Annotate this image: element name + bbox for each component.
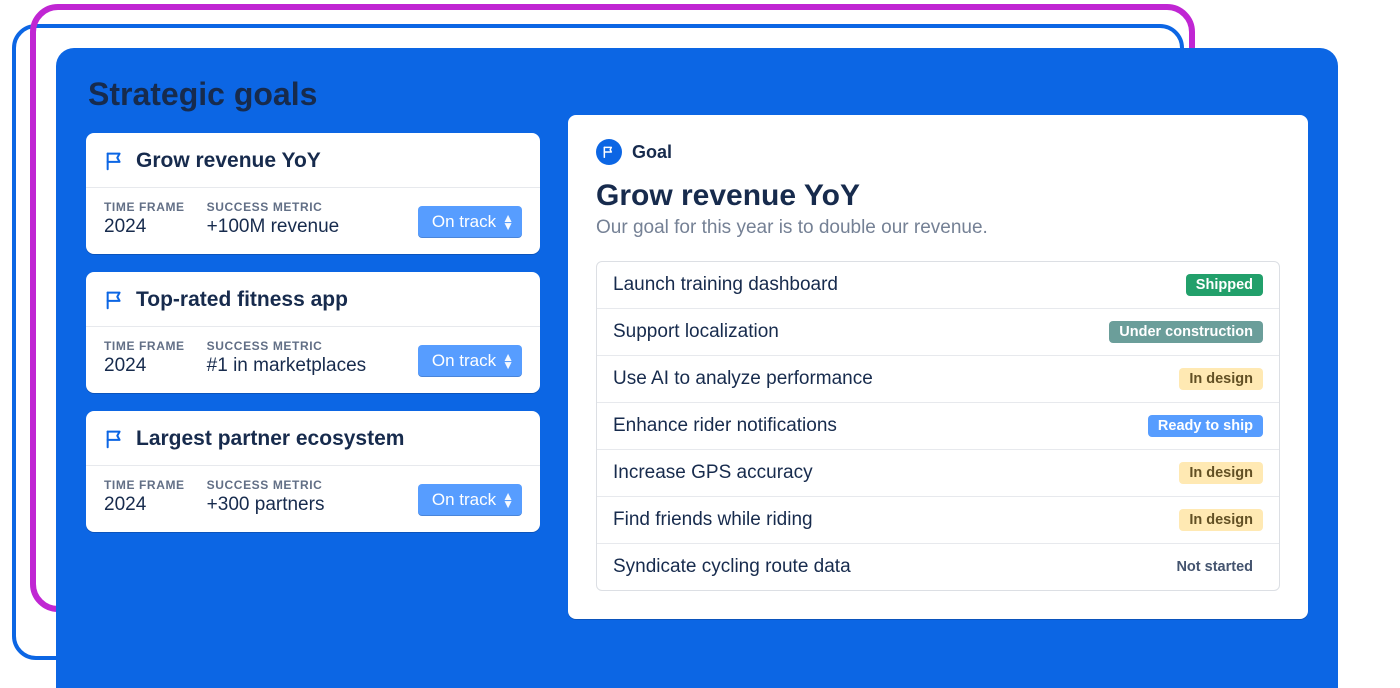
status-select[interactable]: On track ▲▼	[418, 484, 522, 516]
goal-card-body: TIME FRAME 2024 SUCCESS METRIC #1 in market…	[86, 327, 540, 393]
status-label: On track	[432, 351, 496, 371]
initiative-row[interactable]: Syndicate cycling route data Not started	[597, 544, 1279, 590]
time-frame-block: TIME FRAME 2024	[104, 478, 185, 516]
flag-icon	[104, 289, 126, 311]
success-metric-value: +100M revenue	[207, 216, 340, 238]
goal-detail-header: Goal	[596, 139, 1280, 165]
time-frame-block: TIME FRAME 2024	[104, 200, 185, 238]
goal-detail-subtitle: Our goal for this year is to double our …	[596, 217, 1280, 239]
success-metric-block: SUCCESS METRIC +100M revenue	[207, 200, 340, 238]
time-frame-value: 2024	[104, 355, 185, 377]
initiative-name: Syndicate cycling route data	[613, 556, 851, 578]
initiative-row[interactable]: Enhance rider notifications Ready to ship	[597, 403, 1279, 450]
initiative-row[interactable]: Launch training dashboard Shipped	[597, 262, 1279, 309]
flag-icon	[104, 150, 126, 172]
initiative-name: Support localization	[613, 321, 779, 343]
chevron-sort-icon: ▲▼	[502, 214, 514, 230]
success-metric-value: #1 in marketplaces	[207, 355, 366, 377]
goal-card[interactable]: Grow revenue YoY TIME FRAME 2024 SUCCESS ME…	[86, 133, 540, 254]
time-frame-label: TIME FRAME	[104, 478, 185, 492]
success-metric-block: SUCCESS METRIC +300 partners	[207, 478, 325, 516]
goal-type-label: Goal	[632, 142, 672, 163]
goal-flag-icon	[596, 139, 622, 165]
goal-card-title: Largest partner ecosystem	[136, 427, 404, 451]
goal-card-header: Top-rated fitness app	[86, 272, 540, 327]
time-frame-value: 2024	[104, 494, 185, 516]
time-frame-block: TIME FRAME 2024	[104, 339, 185, 377]
goal-card-title: Grow revenue YoY	[136, 149, 321, 173]
goal-card-header: Largest partner ecosystem	[86, 411, 540, 466]
initiative-name: Increase GPS accuracy	[613, 462, 813, 484]
goal-detail-panel: Goal Grow revenue YoY Our goal for this …	[568, 115, 1308, 619]
goal-card-title: Top-rated fitness app	[136, 288, 348, 312]
success-metric-value: +300 partners	[207, 494, 325, 516]
initiative-status-badge: In design	[1179, 462, 1263, 484]
initiative-status-badge: In design	[1179, 509, 1263, 531]
success-metric-label: SUCCESS METRIC	[207, 478, 325, 492]
layout-columns: Grow revenue YoY TIME FRAME 2024 SUCCESS ME…	[86, 133, 1308, 619]
initiative-row[interactable]: Increase GPS accuracy In design	[597, 450, 1279, 497]
status-select[interactable]: On track ▲▼	[418, 206, 522, 238]
initiative-status-badge: Shipped	[1186, 274, 1263, 296]
initiative-row[interactable]: Use AI to analyze performance In design	[597, 356, 1279, 403]
initiative-list: Launch training dashboard Shipped Support …	[596, 261, 1280, 591]
time-frame-label: TIME FRAME	[104, 339, 185, 353]
initiative-row[interactable]: Support localization Under construction	[597, 309, 1279, 356]
status-label: On track	[432, 490, 496, 510]
goal-card[interactable]: Top-rated fitness app TIME FRAME 2024 SUCCE…	[86, 272, 540, 393]
flag-icon	[104, 428, 126, 450]
chevron-sort-icon: ▲▼	[502, 353, 514, 369]
initiative-row[interactable]: Find friends while riding In design	[597, 497, 1279, 544]
initiative-name: Enhance rider notifications	[613, 415, 837, 437]
initiative-name: Use AI to analyze performance	[613, 368, 873, 390]
goal-detail-title: Grow revenue YoY	[596, 179, 1280, 213]
initiative-status-badge: Under construction	[1109, 321, 1263, 343]
goal-card-body: TIME FRAME 2024 SUCCESS METRIC +300 partner…	[86, 466, 540, 532]
initiative-status-badge: Not started	[1166, 556, 1263, 578]
strategic-goals-panel: Strategic goals Grow revenue YoY TIME FRA…	[56, 48, 1338, 688]
status-select[interactable]: On track ▲▼	[418, 345, 522, 377]
goal-card[interactable]: Largest partner ecosystem TIME FRAME 2024 S…	[86, 411, 540, 532]
time-frame-label: TIME FRAME	[104, 200, 185, 214]
success-metric-label: SUCCESS METRIC	[207, 200, 340, 214]
initiative-status-badge: In design	[1179, 368, 1263, 390]
success-metric-block: SUCCESS METRIC #1 in marketplaces	[207, 339, 366, 377]
initiative-name: Find friends while riding	[613, 509, 813, 531]
page-title: Strategic goals	[88, 76, 1308, 113]
status-label: On track	[432, 212, 496, 232]
goal-card-header: Grow revenue YoY	[86, 133, 540, 188]
time-frame-value: 2024	[104, 216, 185, 238]
goal-card-list: Grow revenue YoY TIME FRAME 2024 SUCCESS ME…	[86, 133, 540, 532]
initiative-name: Launch training dashboard	[613, 274, 838, 296]
goal-card-body: TIME FRAME 2024 SUCCESS METRIC +100M revenu…	[86, 188, 540, 254]
chevron-sort-icon: ▲▼	[502, 492, 514, 508]
initiative-status-badge: Ready to ship	[1148, 415, 1263, 437]
success-metric-label: SUCCESS METRIC	[207, 339, 366, 353]
